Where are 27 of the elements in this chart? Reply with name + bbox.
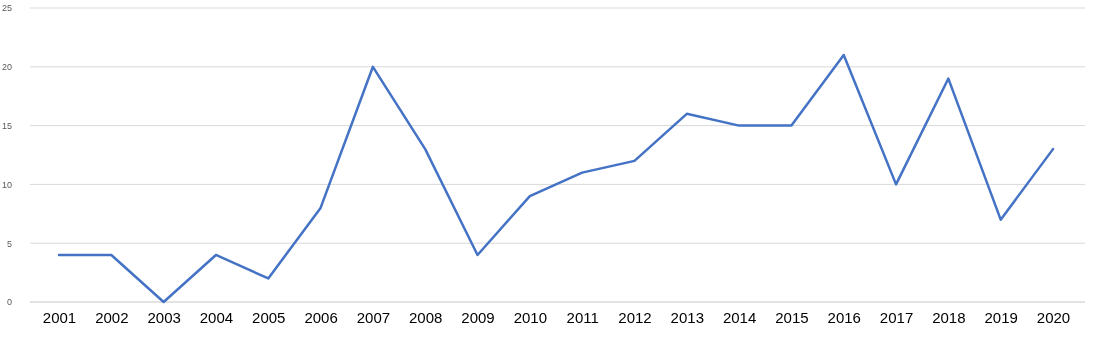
x-tick-label: 2003 — [147, 308, 181, 326]
x-tick-label: 2020 — [1036, 308, 1071, 326]
x-tick-label: 2015 — [775, 308, 809, 326]
y-tick-label: 5 — [6, 238, 12, 249]
x-tick-label: 2017 — [879, 308, 914, 326]
x-tick-label: 2012 — [618, 308, 652, 326]
x-tick-label: 2001 — [42, 308, 77, 326]
x-tick-label: 2008 — [409, 308, 443, 326]
x-tick-label: 2007 — [356, 308, 391, 326]
x-tick-label: 2011 — [566, 308, 599, 326]
x-tick-label: 2010 — [513, 308, 548, 326]
y-tick-label: 10 — [1, 179, 12, 190]
x-tick-label: 2014 — [722, 308, 757, 326]
x-tick-label: 2004 — [199, 308, 234, 326]
line-series — [57, 53, 1055, 304]
x-tick-label: 2005 — [252, 308, 286, 326]
x-tick-label: 2018 — [932, 308, 966, 326]
y-tick-label: 20 — [1, 62, 12, 73]
x-tick-label: 2016 — [827, 308, 861, 326]
y-tick-label: 0 — [6, 297, 12, 308]
x-tick-label: 2006 — [304, 308, 338, 326]
x-tick-label: 2013 — [670, 308, 704, 326]
x-tick-label: 2009 — [461, 308, 495, 326]
x-tick-label: 2019 — [984, 308, 1018, 326]
y-tick-label: 25 — [1, 3, 12, 14]
x-tick-label: 2002 — [95, 308, 129, 326]
y-tick-label: 15 — [1, 120, 12, 131]
